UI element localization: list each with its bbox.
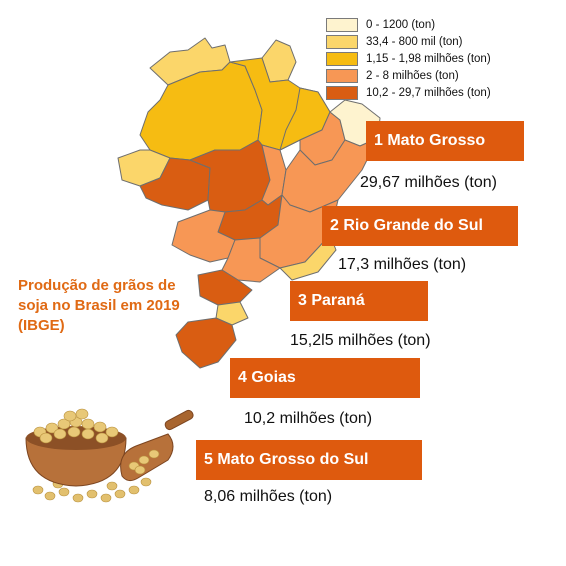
rank-3-label: 3 Paraná (290, 281, 428, 321)
rank-3-value: 15,2l5 milhões (ton) (290, 332, 431, 349)
rank-2-value: 17,3 milhões (ton) (338, 256, 467, 273)
legend-swatch (326, 85, 358, 100)
rank-2-label: 2 Rio Grande do Sul (322, 206, 518, 246)
legend-swatch (326, 51, 358, 66)
legend-item: 2 - 8 milhões (ton) (326, 67, 526, 84)
legend-item: 1,15 - 1,98 milhões (ton) (326, 50, 526, 67)
soybean-bowl-image (25, 408, 194, 503)
map-caption: Produção de grãos de soja no Brasil em 2… (18, 277, 180, 334)
legend-item: 33,4 - 800 mil (ton) (326, 33, 526, 50)
legend-label: 33,4 - 800 mil (ton) (366, 35, 463, 48)
legend-swatch (326, 34, 358, 49)
rank-1-label: 1 Mato Grosso (366, 121, 524, 161)
rank-5-value: 8,06 milhões (ton) (204, 488, 333, 505)
state-rio-grande-do-sul (175, 317, 237, 369)
state-amazonas (139, 61, 263, 161)
state-santa-catarina (215, 301, 249, 326)
rank-1-value: 29,67 milhões (ton) (360, 174, 497, 191)
rank-4-label: 4 Goias (230, 358, 420, 398)
legend-swatch (326, 68, 358, 83)
map-legend: 0 - 1200 (ton) 33,4 - 800 mil (ton) 1,15 -… (326, 16, 526, 101)
legend-item: 10,2 - 29,7 milhões (ton) (326, 84, 526, 101)
rank-5-label: 5 Mato Grosso do Sul (196, 440, 422, 480)
legend-label: 1,15 - 1,98 milhões (ton) (366, 52, 491, 65)
legend-label: 0 - 1200 (ton) (366, 18, 436, 31)
legend-label: 10,2 - 29,7 milhões (ton) (366, 86, 491, 99)
legend-swatch (326, 17, 358, 32)
legend-item: 0 - 1200 (ton) (326, 16, 526, 33)
state-rio-es (279, 234, 337, 281)
legend-label: 2 - 8 milhões (ton) (366, 69, 459, 82)
rank-4-value: 10,2 milhões (ton) (244, 410, 373, 427)
state-parana (197, 269, 253, 306)
